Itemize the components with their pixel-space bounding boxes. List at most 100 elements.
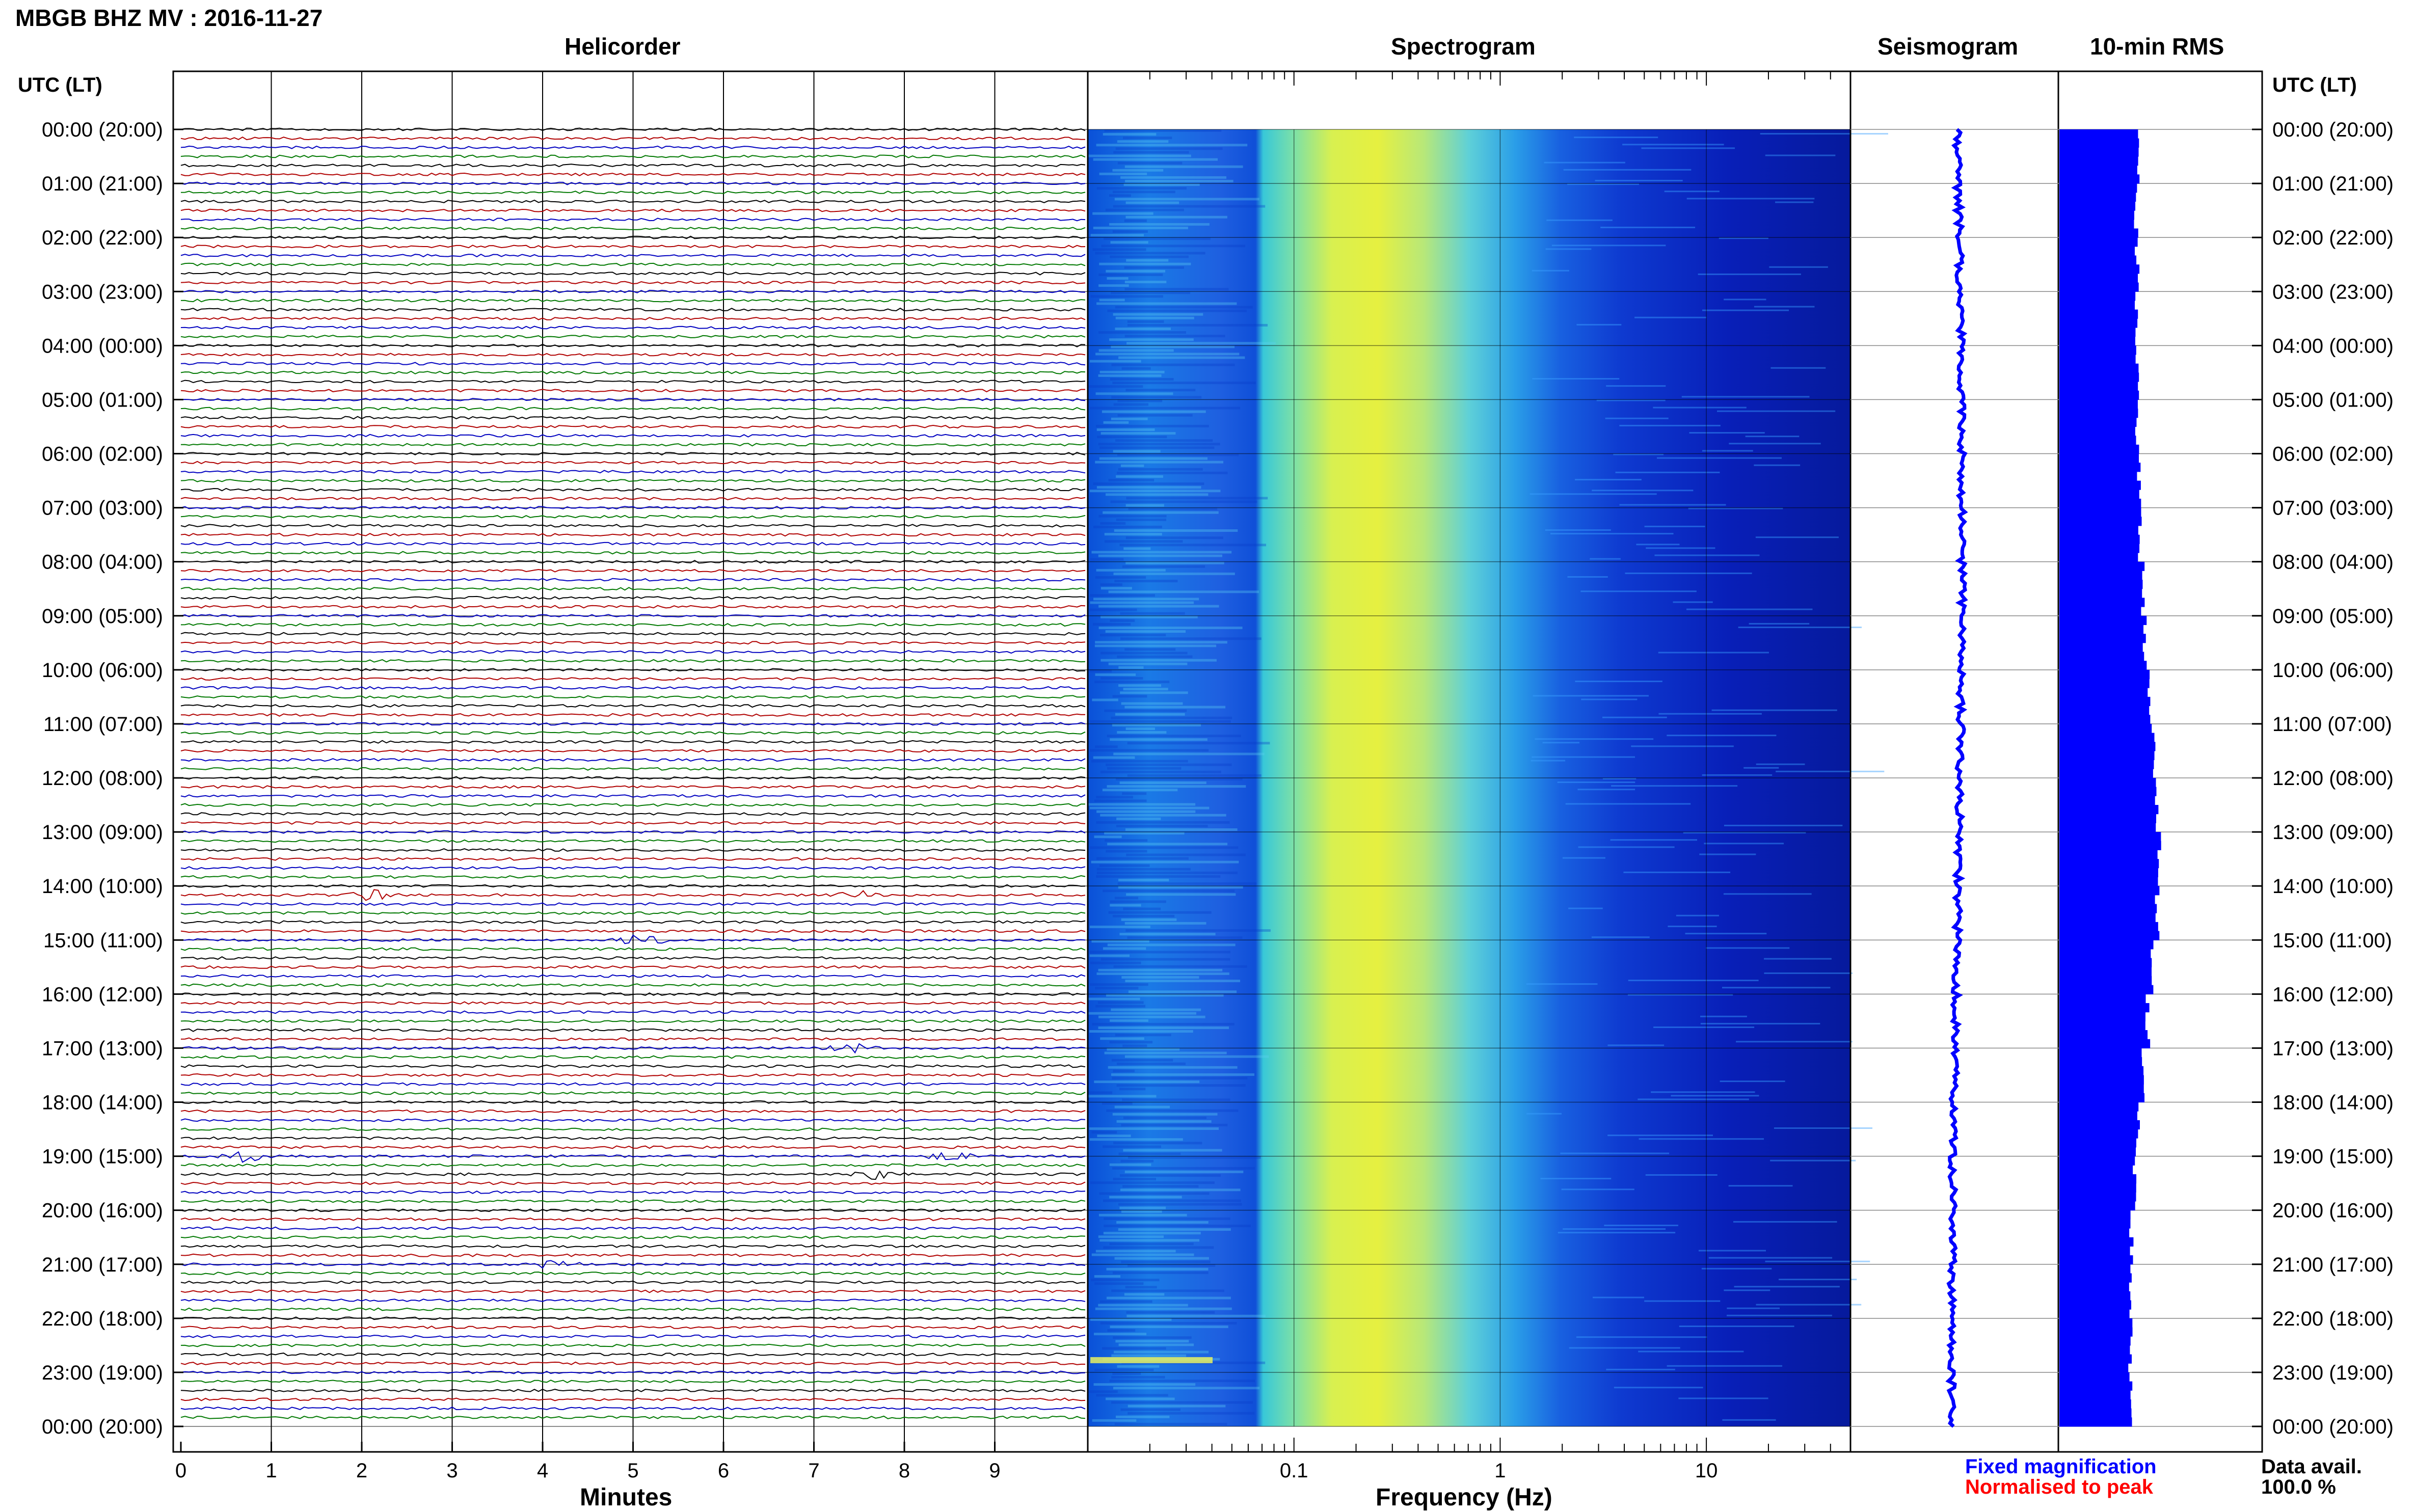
time-label-right: 02:00 (22:00) <box>2272 227 2394 249</box>
trace-row <box>180 1118 1086 1122</box>
rms-bar <box>2059 742 2156 751</box>
rms-bar <box>2059 750 2155 761</box>
rms-bar <box>2059 598 2145 607</box>
trace-row <box>180 1151 1086 1163</box>
rms-bar <box>2059 1390 2131 1400</box>
rms-bar <box>2059 318 2138 328</box>
rms-bar <box>2059 1147 2136 1157</box>
rms-bar <box>2059 1102 2139 1112</box>
trace-row <box>180 965 1086 969</box>
time-label-right: 05:00 (01:00) <box>2272 389 2394 411</box>
trace-row <box>180 884 1086 888</box>
trace-row <box>180 172 1086 177</box>
trace-row <box>180 686 1086 690</box>
rms-bar <box>2059 498 2141 508</box>
trace-row <box>180 1271 1086 1275</box>
trace-row <box>180 245 1086 249</box>
rms-bar <box>2059 1255 2133 1265</box>
rms-bar <box>2059 769 2153 778</box>
rms-bar <box>2059 561 2145 571</box>
rms-bar <box>2059 1066 2144 1075</box>
rms-bar <box>2059 345 2136 355</box>
rms-bar <box>2059 706 2150 715</box>
rms-bar <box>2059 544 2140 553</box>
spectrogram-event <box>1090 1357 1213 1363</box>
trace-row <box>180 191 1086 195</box>
rms-bar <box>2059 210 2134 220</box>
rms-bar <box>2059 1228 2130 1238</box>
trace-row <box>180 1388 1086 1392</box>
trace-row <box>180 407 1086 411</box>
rms-bar <box>2059 129 2138 139</box>
trace-row <box>180 208 1086 212</box>
trace-row <box>180 145 1086 149</box>
rms-bar <box>2059 1345 2130 1355</box>
rms-bar <box>2059 1219 2131 1229</box>
trace-row <box>180 326 1086 330</box>
rms-bar <box>2059 1156 2135 1166</box>
trace-row <box>180 785 1086 789</box>
trace-row <box>180 1170 1086 1180</box>
trace-row <box>180 434 1086 438</box>
trace-row <box>180 424 1086 428</box>
rms-frame <box>2057 70 2263 1453</box>
trace-row <box>180 1343 1086 1347</box>
rms-bar <box>2059 138 2139 148</box>
trace-row <box>180 1100 1086 1104</box>
station-title: MBGB BHZ MV : 2016-11-27 <box>15 5 323 31</box>
rms-bar <box>2059 580 2143 589</box>
trace-row <box>180 353 1086 357</box>
rms-bar <box>2059 417 2137 427</box>
time-label-left: 19:00 (15:00) <box>42 1146 163 1168</box>
rms-bar <box>2059 1057 2142 1067</box>
trace-row <box>180 569 1086 573</box>
trace-row <box>180 1334 1086 1338</box>
trace-row <box>180 515 1086 519</box>
spectrogram-tick-label: 1 <box>1494 1460 1506 1482</box>
time-label-right: 04:00 (00:00) <box>2272 335 2394 357</box>
trace-row <box>180 235 1086 239</box>
trace-row <box>180 740 1086 744</box>
helicorder-title: Helicorder <box>565 33 681 60</box>
rms-bar <box>2059 309 2138 319</box>
trace-row <box>180 461 1086 465</box>
trace-row <box>180 767 1086 771</box>
data-avail-label: Data avail. <box>2261 1455 2362 1478</box>
time-label-right: 20:00 (16:00) <box>2272 1200 2394 1222</box>
helicorder-tick-label: 5 <box>627 1460 638 1482</box>
trace-row <box>180 875 1086 879</box>
rms-bar <box>2059 463 2141 472</box>
trace-row <box>180 397 1086 401</box>
trace-row <box>180 992 1086 996</box>
trace-row <box>180 1307 1086 1311</box>
seismogram-trace <box>1945 128 1968 1428</box>
rms-bar <box>2059 661 2147 670</box>
trace-row <box>180 974 1086 978</box>
time-label-left: 04:00 (00:00) <box>42 335 163 357</box>
trace-row <box>180 560 1086 564</box>
time-label-left: 20:00 (16:00) <box>42 1200 163 1222</box>
trace-row <box>180 659 1086 663</box>
time-label-right: 18:00 (14:00) <box>2272 1092 2394 1114</box>
rms-bar <box>2059 841 2161 850</box>
trace-row <box>180 416 1086 420</box>
rms-bar <box>2059 904 2157 913</box>
trace-row <box>180 380 1086 384</box>
rms-bar <box>2059 426 2135 436</box>
rms-bar <box>2059 805 2159 815</box>
rms-bar <box>2059 922 2158 932</box>
trace-row <box>180 1136 1086 1140</box>
rms-bar <box>2059 868 2158 877</box>
trace-row <box>180 749 1086 753</box>
rms-bar <box>2059 517 2142 526</box>
rms-bar <box>2059 444 2139 454</box>
rms-bar <box>2059 778 2156 788</box>
rms-bars <box>2059 129 2161 1427</box>
time-label-left: 23:00 (19:00) <box>42 1362 163 1384</box>
rms-bar <box>2059 1273 2132 1283</box>
helicorder-xlabel: Minutes <box>580 1484 673 1511</box>
trace-row <box>180 1361 1085 1365</box>
trace-row <box>180 830 1086 834</box>
